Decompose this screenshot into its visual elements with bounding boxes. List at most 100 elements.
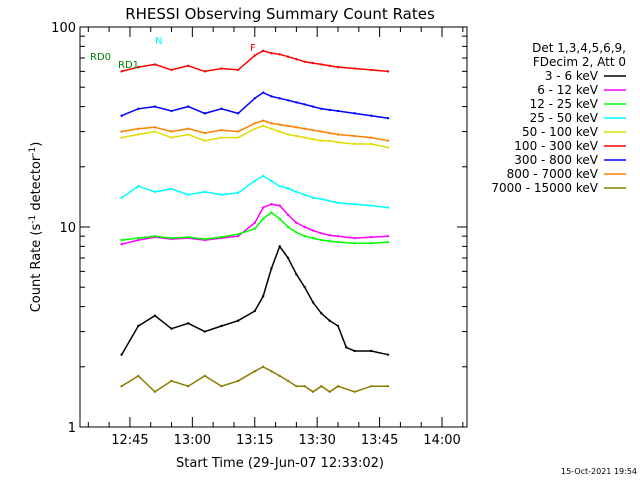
series-point bbox=[278, 217, 281, 220]
flag-label: RD0 bbox=[90, 52, 111, 63]
series-point bbox=[236, 233, 240, 236]
series-point bbox=[203, 374, 207, 378]
series-point bbox=[311, 137, 315, 141]
series-point bbox=[311, 236, 315, 240]
series-point bbox=[220, 67, 223, 70]
series-point bbox=[186, 127, 190, 130]
series-point bbox=[328, 199, 331, 203]
series-point bbox=[220, 235, 223, 239]
series-point bbox=[203, 139, 207, 142]
series-point bbox=[328, 64, 331, 67]
series-point bbox=[336, 240, 340, 244]
series-point bbox=[336, 133, 340, 136]
series-point bbox=[353, 142, 356, 146]
x-tick-label: 13:00 bbox=[174, 433, 211, 448]
series-point bbox=[370, 235, 373, 239]
series-point bbox=[295, 58, 298, 61]
series-point bbox=[303, 225, 306, 229]
series-point bbox=[236, 234, 240, 238]
series-point bbox=[120, 353, 123, 356]
series-point bbox=[328, 139, 331, 142]
series-point bbox=[170, 379, 173, 383]
series-point bbox=[236, 379, 240, 383]
series-point bbox=[320, 139, 323, 142]
footer-timestamp: 15-Oct-2021 19:54 bbox=[561, 467, 637, 476]
series-point bbox=[328, 390, 331, 393]
series-line-4 bbox=[121, 175, 388, 209]
series-point bbox=[137, 127, 140, 130]
series-point bbox=[286, 99, 290, 102]
series-point bbox=[386, 146, 390, 149]
series-point bbox=[303, 60, 306, 63]
series-point bbox=[153, 63, 157, 66]
series-point bbox=[186, 193, 190, 196]
series-point bbox=[153, 130, 157, 133]
series-point bbox=[303, 286, 306, 289]
series-point bbox=[170, 187, 173, 191]
series-point bbox=[236, 130, 240, 133]
series-line-2 bbox=[121, 203, 388, 245]
series-point bbox=[311, 128, 315, 132]
series-line-8 bbox=[121, 119, 389, 142]
series-point bbox=[220, 384, 223, 388]
series-line-6 bbox=[121, 49, 388, 73]
series-point bbox=[286, 124, 290, 128]
series-point bbox=[286, 55, 290, 58]
series-point bbox=[170, 327, 173, 330]
series-point bbox=[328, 319, 331, 322]
series-point bbox=[328, 239, 331, 243]
series-point bbox=[286, 379, 290, 383]
series-point bbox=[253, 227, 256, 230]
series-point bbox=[137, 324, 140, 328]
series-point bbox=[153, 190, 157, 193]
x-tick-label: 14:00 bbox=[423, 433, 460, 448]
series-point bbox=[370, 349, 373, 353]
series-point bbox=[236, 191, 240, 195]
series-point bbox=[353, 241, 356, 245]
series-point bbox=[270, 179, 273, 183]
series-point bbox=[303, 234, 306, 238]
series-point bbox=[270, 203, 273, 206]
series-point bbox=[278, 130, 281, 133]
y-tick-label: 10 bbox=[59, 221, 76, 236]
series-point bbox=[295, 221, 298, 224]
series-point bbox=[186, 235, 190, 239]
series-point bbox=[261, 295, 265, 298]
series-point bbox=[270, 51, 273, 55]
series-point bbox=[386, 70, 390, 73]
series-point bbox=[137, 107, 140, 110]
series-point bbox=[336, 234, 340, 238]
series-point bbox=[328, 131, 331, 135]
series-point bbox=[261, 206, 265, 209]
series-point bbox=[120, 196, 123, 199]
series-point bbox=[286, 187, 290, 190]
series-point bbox=[311, 105, 315, 108]
series-point bbox=[253, 127, 256, 130]
series-point bbox=[261, 365, 265, 368]
series-point bbox=[328, 233, 331, 237]
series-point bbox=[278, 184, 281, 188]
series-point bbox=[311, 301, 315, 304]
series-point bbox=[303, 193, 306, 196]
x-axis-label: Start Time (29-Jun-07 12:33:02) bbox=[176, 456, 384, 471]
series-point bbox=[353, 67, 356, 70]
series-point bbox=[203, 70, 207, 73]
legend-label: 300 - 800 keV bbox=[514, 153, 598, 167]
series-point bbox=[203, 190, 207, 193]
series-point bbox=[278, 53, 281, 56]
series-point bbox=[220, 193, 223, 196]
series-point bbox=[170, 68, 173, 72]
legend-label: 6 - 12 keV bbox=[537, 83, 599, 97]
series-point bbox=[303, 384, 306, 388]
series-point bbox=[186, 133, 190, 136]
series-point bbox=[261, 119, 265, 122]
series-point bbox=[220, 136, 223, 139]
series-point bbox=[295, 134, 298, 138]
series-point bbox=[353, 390, 356, 393]
x-tick-label: 13:15 bbox=[236, 433, 273, 448]
legend-label: 100 - 300 keV bbox=[514, 139, 598, 153]
series-point bbox=[386, 353, 390, 356]
y-tick-label: 100 bbox=[51, 21, 76, 36]
series-point bbox=[261, 217, 265, 220]
